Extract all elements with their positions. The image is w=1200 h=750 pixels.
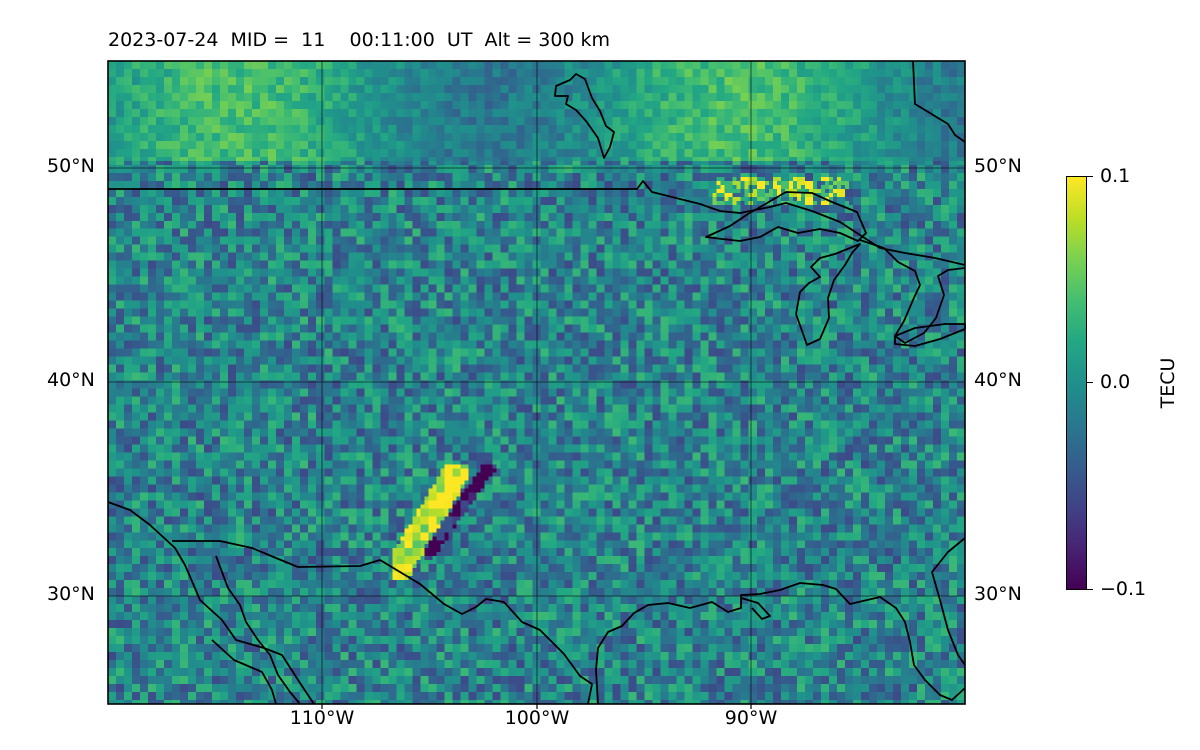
- colorbar-label-mid: 0.0: [1100, 371, 1131, 393]
- lat-label-50-right: 50°N: [974, 155, 1022, 177]
- colorbar-tick-mid: [1087, 382, 1093, 383]
- lat-label-40-left: 40°N: [47, 369, 95, 391]
- lat-label-40-right: 40°N: [974, 369, 1022, 391]
- lon-label-90w: 90°W: [724, 707, 778, 729]
- colorbar-label-min: −0.1: [1100, 578, 1147, 600]
- lon-label-110w: 110°W: [289, 707, 355, 729]
- colorbar-tick-bottom: [1087, 589, 1093, 590]
- colorbar-label-max: 0.1: [1100, 165, 1131, 187]
- colorbar-gradient: [1066, 176, 1087, 590]
- colorbar-tick-top: [1087, 176, 1093, 177]
- tec-map-heatmap: [108, 61, 965, 704]
- lat-label-50-left: 50°N: [47, 155, 95, 177]
- lat-label-30-right: 30°N: [974, 583, 1022, 605]
- plot-title: 2023-07-24 MID = 11 00:11:00 UT Alt = 30…: [108, 29, 611, 51]
- lon-label-100w: 100°W: [504, 707, 570, 729]
- lat-label-30-left: 30°N: [47, 583, 95, 605]
- colorbar-title: TECU: [1157, 357, 1179, 409]
